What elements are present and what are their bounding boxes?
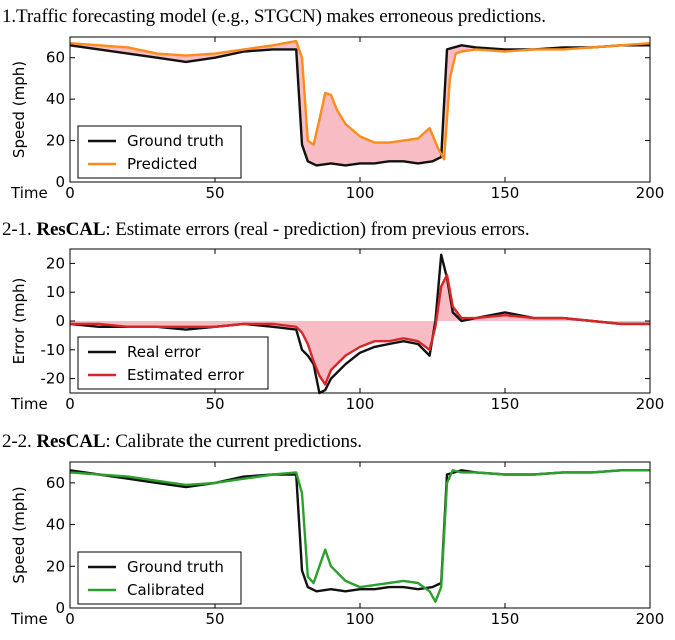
y-tick-label: 20: [46, 557, 65, 575]
y-tick-label: 20: [46, 132, 65, 150]
x-tick-label: 0: [65, 395, 75, 413]
y-axis-label: Speed (mph): [10, 486, 28, 583]
error-fill-area: [70, 274, 650, 385]
y-tick-label: 60: [46, 474, 65, 492]
series-line-estimated-error: [70, 273, 650, 386]
x-tick-label: 50: [205, 184, 224, 202]
panel-3-title-bold: ResCAL: [36, 431, 106, 452]
legend-box: [77, 336, 269, 390]
legend-label: Estimated error: [127, 366, 245, 384]
legend-label: Ground truth: [127, 558, 224, 576]
legend-label: Calibrated: [127, 581, 205, 599]
panel-2-title-bold: ResCAL: [36, 219, 106, 240]
y-tick-label: 20: [46, 254, 65, 272]
x-tick-label: 150: [491, 395, 520, 413]
series-line-predicted: [69, 39, 651, 161]
y-tick-label: 40: [46, 516, 65, 534]
y-tick-label: 0: [55, 312, 65, 330]
legend-box: [77, 551, 242, 605]
series-line-ground-truth: [69, 44, 650, 167]
x-tick-label: 100: [346, 184, 375, 202]
panel-2-title-prefix: 2-1.: [2, 219, 37, 240]
chart-2: 0 50 100 150 200 -20 -10 0 10 20 Time Error (mph) Re…: [10, 248, 665, 413]
panel-3-title: 2-2. ResCAL: Calibrate the current predi…: [2, 431, 362, 453]
y-tick-label: 40: [46, 90, 65, 108]
y-axis-label: Error (mph): [10, 278, 28, 365]
x-axis-label: Time: [10, 395, 48, 413]
chart-1: 0 50 100 150 200 0 20 40 60 Time Speed (mph) Ground…: [10, 36, 665, 202]
y-tick-label: 10: [46, 283, 65, 301]
series-line-calibrated: [69, 469, 650, 603]
panel-3-title-rest: : Calibrate the current predictions.: [105, 431, 362, 452]
x-tick-label: 0: [65, 184, 75, 202]
chart-3: 0 50 100 150 200 0 20 40 60 Time Speed (mph) Ground…: [10, 461, 665, 628]
panel-1-title: 1.Traffic forecasting model (e.g., STGCN…: [2, 6, 546, 28]
x-tick-label: 200: [636, 395, 665, 413]
x-tick-label: 150: [491, 610, 520, 628]
x-axis-label: Time: [10, 184, 48, 202]
x-tick-label: 200: [636, 184, 665, 202]
x-tick-label: 100: [346, 395, 375, 413]
x-axis-label: Time: [10, 610, 48, 628]
y-tick-label: 0: [55, 599, 65, 617]
x-tick-label: 100: [346, 610, 375, 628]
panel-2-title-rest: : Estimate errors (real - prediction) fr…: [105, 219, 530, 240]
x-tick-label: 200: [636, 610, 665, 628]
x-tick-label: 150: [491, 184, 520, 202]
x-tick-label: 0: [65, 610, 75, 628]
y-tick-label: 60: [46, 49, 65, 67]
panel-3-title-prefix: 2-2.: [2, 431, 37, 452]
panel-1-title-text: 1.Traffic forecasting model (e.g., STGCN…: [2, 6, 546, 27]
legend-label: Predicted: [127, 155, 197, 173]
legend-box: [77, 125, 242, 179]
x-tick-label: 50: [205, 610, 224, 628]
panel-2-title: 2-1. ResCAL: Estimate errors (real - pre…: [2, 219, 530, 241]
y-axis-label: Speed (mph): [10, 61, 28, 158]
legend-label: Real error: [127, 343, 201, 361]
y-tick-label: -10: [41, 341, 66, 359]
legend-label: Ground truth: [127, 132, 224, 150]
x-tick-label: 50: [205, 395, 224, 413]
y-tick-label: -20: [41, 370, 66, 388]
y-tick-label: 0: [55, 173, 65, 191]
